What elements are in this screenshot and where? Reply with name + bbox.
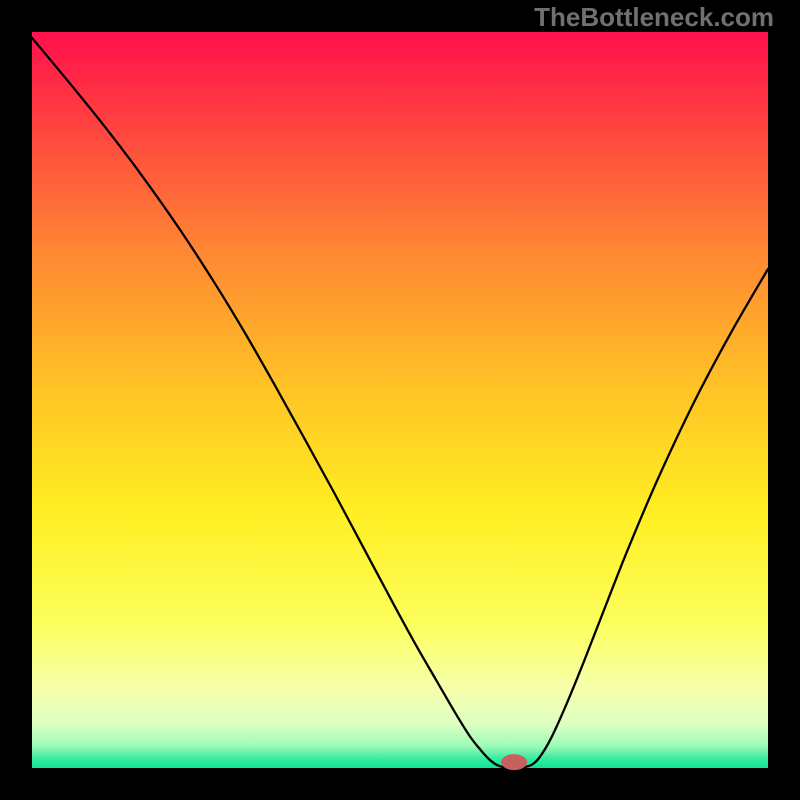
optimal-point-marker bbox=[501, 754, 527, 770]
watermark-text: TheBottleneck.com bbox=[534, 2, 774, 33]
plot-background bbox=[32, 32, 768, 768]
bottleneck-chart bbox=[0, 0, 800, 800]
